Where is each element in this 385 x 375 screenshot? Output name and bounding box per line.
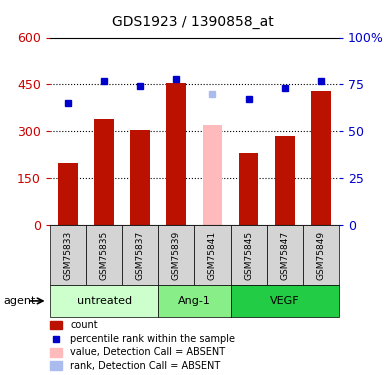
Bar (50, 225, 86, 285)
Text: GSM75847: GSM75847 (280, 230, 289, 280)
Bar (86, 225, 122, 285)
Text: untreated: untreated (77, 296, 132, 306)
Bar (239, 153, 258, 225)
Bar (203, 125, 223, 225)
Text: agent: agent (4, 296, 36, 306)
Bar (50, 321, 62, 329)
Bar (266, 225, 303, 285)
Text: percentile rank within the sample: percentile rank within the sample (70, 334, 235, 344)
Bar (194, 225, 231, 285)
Text: GSM75839: GSM75839 (172, 230, 181, 280)
Bar (231, 225, 266, 285)
Text: GSM75849: GSM75849 (316, 230, 325, 280)
Bar (303, 225, 339, 285)
Bar (231, 285, 339, 317)
Bar (158, 225, 194, 285)
Text: GSM75841: GSM75841 (208, 230, 217, 280)
Bar (50, 285, 158, 317)
Bar (122, 225, 158, 285)
Bar (58, 162, 78, 225)
Text: rank, Detection Call = ABSENT: rank, Detection Call = ABSENT (70, 361, 221, 371)
Bar (50, 362, 62, 370)
Text: GSM75845: GSM75845 (244, 230, 253, 280)
Text: count: count (70, 320, 98, 330)
Bar (311, 91, 331, 225)
Bar (166, 83, 186, 225)
Bar (50, 348, 62, 357)
Text: value, Detection Call = ABSENT: value, Detection Call = ABSENT (70, 347, 225, 357)
Text: GSM75837: GSM75837 (136, 230, 145, 280)
Text: GDS1923 / 1390858_at: GDS1923 / 1390858_at (112, 15, 273, 29)
Text: VEGF: VEGF (270, 296, 300, 306)
Text: GSM75833: GSM75833 (64, 230, 73, 280)
Bar (131, 130, 150, 225)
Text: GSM75835: GSM75835 (100, 230, 109, 280)
Bar (275, 136, 295, 225)
Bar (94, 119, 114, 225)
Bar (158, 285, 231, 317)
Text: Ang-1: Ang-1 (178, 296, 211, 306)
